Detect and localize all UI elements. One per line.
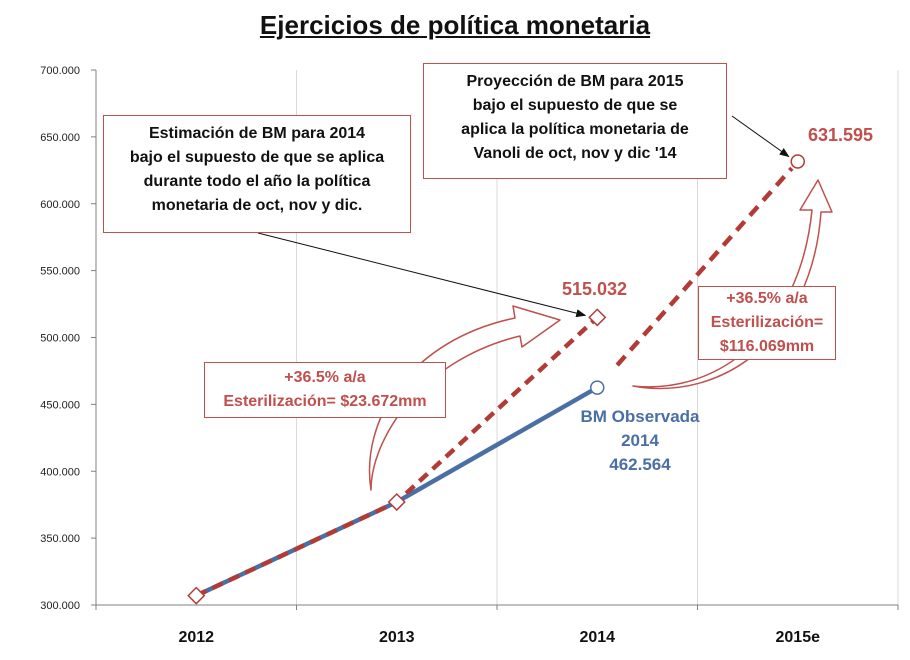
y-tick-label: 550.000 <box>40 266 80 278</box>
series-line-projection-2015 <box>615 166 794 367</box>
observed-label-year: 2014 <box>621 431 659 450</box>
callout-estimate-2014: Estimación de BM para 2014 bajo el supue… <box>103 115 411 233</box>
callout-line: Esterilización= <box>710 314 824 331</box>
observed-label: BM Observada 2014 462.564 <box>570 405 710 477</box>
callout-line: +36.5% a/a <box>726 290 808 307</box>
marker-2013 <box>387 492 406 512</box>
chart-title: Ejercicios de política monetaria <box>259 10 651 40</box>
x-tick-label: 2015e <box>776 629 821 646</box>
x-tick-label: 2012 <box>178 629 214 646</box>
pointer-arrow-projection-2015 <box>731 115 790 158</box>
x-tick-label: 2014 <box>579 629 615 646</box>
y-tick-label: 350.000 <box>40 533 80 545</box>
pointer-arrow-estimate-2014 <box>257 232 587 318</box>
callout-line: Proyección de BM para 2015 <box>466 73 684 90</box>
callout-growth-2014: +36.5% a/a Esterilización= $23.672mm <box>204 362 446 418</box>
marker-projection-2015 <box>790 154 805 169</box>
y-tick-label: 500.000 <box>40 333 80 345</box>
y-tick-labels: 300.000 350.000 400.000 450.000 500.000 550.0… <box>40 65 80 612</box>
y-tick-label: 300.000 <box>40 600 80 612</box>
y-tick-label: 450.000 <box>40 399 80 411</box>
observed-label-title: BM Observada <box>580 407 700 426</box>
callout-projection-2015: Proyección de BM para 2015 bajo el supue… <box>423 63 727 179</box>
x-tick-label: 2013 <box>379 629 415 646</box>
callout-line: $116.069mm <box>719 338 815 355</box>
series-line-estimate-2014 <box>195 315 599 598</box>
callout-line: bajo el supuesto de que se aplica <box>129 149 385 166</box>
callout-line: Estimación de BM para 2014 <box>148 125 366 142</box>
y-tick-label: 700.000 <box>40 65 80 77</box>
y-tick-label: 600.000 <box>40 199 80 211</box>
data-label-projection-2015: 631.595 <box>808 125 874 145</box>
callout-line: monetaria de oct, nov y dic. <box>151 197 363 214</box>
data-markers <box>187 154 805 605</box>
data-label-estimate-2014: 515.032 <box>562 279 628 299</box>
y-tick-label: 400.000 <box>40 466 80 478</box>
growth-arrow-2015 <box>632 179 833 390</box>
callout-line: aplica la política monetaria de <box>461 121 689 138</box>
x-tick-labels: 2012 2013 2014 2015e <box>178 629 820 646</box>
callout-growth-2015: +36.5% a/a Esterilización= $116.069mm <box>698 286 836 360</box>
callout-line: Esterilización= $23.672mm <box>223 393 427 410</box>
axes <box>91 69 899 610</box>
callout-line: Vanoli de oct, nov y dic '14 <box>473 145 677 162</box>
y-tick-label: 650.000 <box>40 132 80 144</box>
marker-estimate-2014 <box>588 308 607 327</box>
callout-line: durante todo el año la política <box>143 173 371 190</box>
callout-line: +36.5% a/a <box>284 369 366 386</box>
observed-label-value: 462.564 <box>609 455 671 474</box>
marker-observed-2014 <box>590 380 605 395</box>
callout-line: bajo el supuesto de que se <box>472 97 678 114</box>
marker-2012 <box>187 586 206 605</box>
